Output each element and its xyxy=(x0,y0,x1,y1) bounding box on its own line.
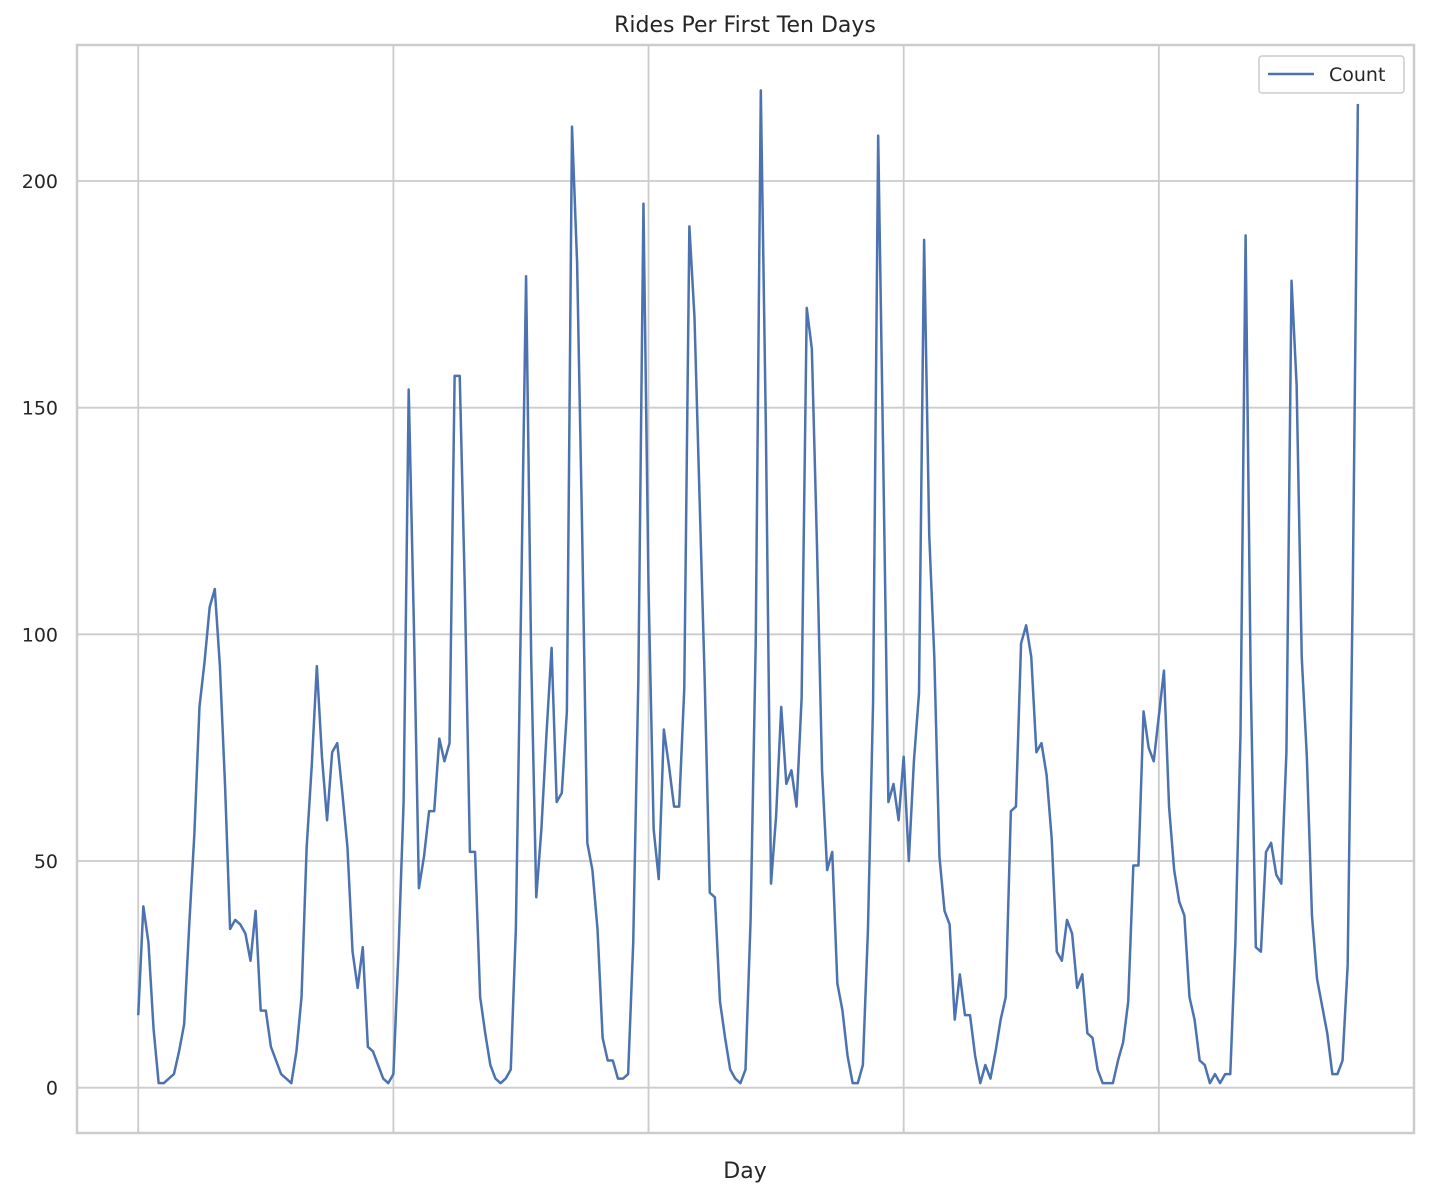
series-line-count xyxy=(136,89,1360,1085)
x-axis-label: Day xyxy=(723,1159,766,1184)
y-tick-label: 0 xyxy=(46,1078,58,1100)
legend-box xyxy=(1258,55,1405,94)
y-tick-label: 100 xyxy=(22,624,58,646)
series-layer xyxy=(136,89,1360,1085)
y-tick-label: 150 xyxy=(22,398,58,420)
grid-lines xyxy=(77,45,1415,1133)
y-tick-labels: 0 50 100 150 200 xyxy=(22,171,58,1100)
legend-label-count: Count xyxy=(1329,64,1385,86)
y-tick-label: 50 xyxy=(34,851,58,873)
legend: Count xyxy=(1258,55,1405,94)
plot-frame xyxy=(75,43,1416,1135)
chart-title: Rides Per First Ten Days xyxy=(614,13,876,38)
y-tick-label: 200 xyxy=(22,171,58,193)
plot-background xyxy=(77,45,1414,1133)
